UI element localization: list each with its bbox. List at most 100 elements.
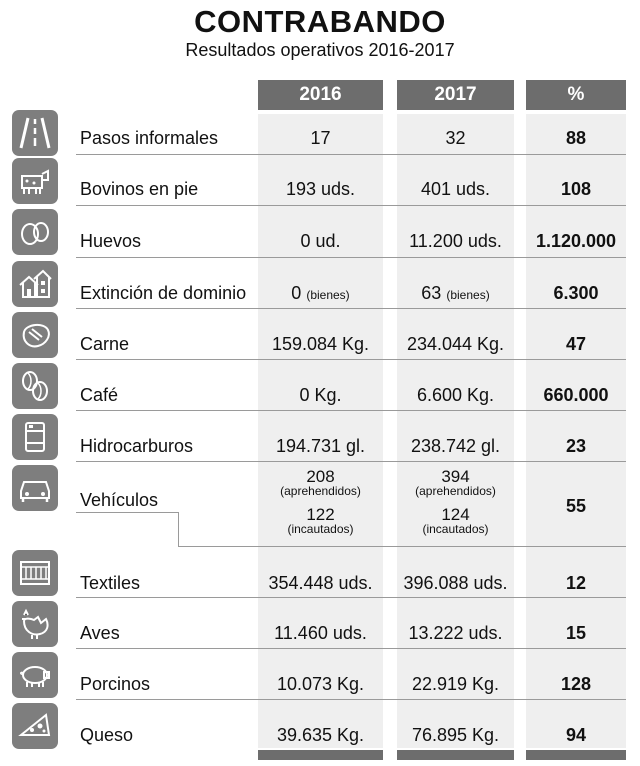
row-divider: [76, 699, 626, 700]
value-2017-seized: 124 (incautados): [397, 505, 514, 536]
row-divider: [76, 205, 626, 206]
value-2016: 159.084 Kg.: [271, 334, 370, 354]
table-row: Textiles 354.448 uds. 396.088 uds. 12: [0, 547, 640, 597]
row-label: Café: [80, 385, 119, 405]
column-footer-bar: [258, 750, 383, 760]
row-divider: [76, 308, 626, 309]
road-icon: [12, 110, 58, 156]
coffee-beans-icon: [12, 363, 58, 409]
value-note: (bienes): [306, 288, 350, 302]
header-2016: 2016: [258, 80, 383, 110]
table-row: Aves 11.460 uds. 13.222 uds. 15: [0, 598, 640, 648]
houses-icon: [12, 261, 58, 307]
barrel-icon: [12, 414, 58, 460]
value-percent: 88: [565, 128, 587, 148]
row-label: Vehículos: [80, 490, 159, 510]
page-subtitle: Resultados operativos 2016-2017: [185, 40, 455, 60]
column-footer-bar: [526, 750, 626, 760]
row-divider: [76, 512, 178, 513]
row-divider: [76, 410, 626, 411]
value-percent: 1.120.000: [535, 231, 617, 251]
table-row: Vehículos 208 (aprehendidos) 122 (incaut…: [0, 462, 640, 546]
value-percent: 47: [565, 334, 587, 354]
column-percent-background: [526, 114, 626, 748]
value-2016: 39.635 Kg.: [276, 725, 365, 745]
textile-icon: [12, 550, 58, 596]
value-number: 208: [306, 467, 335, 486]
value-2016: 354.448 uds.: [268, 573, 373, 593]
value-percent: 660.000: [543, 385, 609, 405]
value-number: 394: [441, 467, 470, 486]
row-label: Aves: [80, 623, 120, 643]
table-row: Bovinos en pie 193 uds. 401 uds. 108: [0, 155, 640, 205]
value-percent: 108: [560, 179, 592, 199]
value-2016: 0 Kg.: [299, 385, 342, 405]
value-2016-seized: 122 (incautados): [258, 505, 383, 536]
row-divider: [76, 257, 626, 258]
value-number: 0: [291, 283, 302, 303]
table-row: Café 0 Kg. 6.600 Kg. 660.000: [0, 360, 640, 410]
value-2016: 193 uds.: [285, 179, 356, 199]
value-note: (bienes): [446, 288, 490, 302]
row-divider: [178, 512, 179, 546]
value-2017: 22.919 Kg.: [411, 674, 500, 694]
value-2016: 17: [310, 128, 331, 148]
value-2017: 401 uds.: [420, 179, 491, 199]
value-2017: 11.200 uds.: [409, 231, 502, 251]
header-percent: %: [526, 80, 626, 110]
row-label: Hidrocarburos: [80, 436, 194, 456]
cheese-icon: [12, 703, 58, 749]
pig-icon: [12, 652, 58, 698]
table-row: Hidrocarburos 194.731 gl. 238.742 gl. 23: [0, 411, 640, 461]
row-divider: [76, 154, 626, 155]
eggs-icon: [12, 209, 58, 255]
row-divider: [178, 546, 626, 547]
row-label: Bovinos en pie: [80, 179, 199, 199]
value-percent: 128: [560, 674, 592, 694]
value-2017: 13.222 uds.: [408, 623, 503, 643]
row-divider: [76, 597, 626, 598]
row-divider: [76, 461, 626, 462]
value-number: 63: [421, 283, 442, 303]
row-label: Porcinos: [80, 674, 151, 694]
row-label: Huevos: [80, 231, 142, 251]
row-label: Carne: [80, 334, 130, 354]
value-percent: 94: [565, 725, 587, 745]
value-number: 122: [306, 505, 335, 524]
value-2016: 0 (bienes): [258, 283, 383, 304]
row-label: Extinción de dominio: [80, 283, 247, 303]
car-icon: [12, 465, 58, 511]
value-2017: 6.600 Kg.: [416, 385, 495, 405]
value-percent: 15: [565, 623, 587, 643]
value-2017: 76.895 Kg.: [411, 725, 500, 745]
value-2017: 396.088 uds.: [403, 573, 508, 593]
value-number: 124: [441, 505, 470, 524]
row-divider: [76, 359, 626, 360]
table-row: Carne 159.084 Kg. 234.044 Kg. 47: [0, 309, 640, 359]
value-percent: 6.300: [553, 283, 599, 303]
value-2016: 0 ud.: [300, 231, 341, 251]
page-title: CONTRABANDO: [194, 4, 446, 39]
value-percent: 23: [565, 436, 587, 456]
value-2016: 11.460 uds.: [274, 623, 367, 643]
table-row: Queso 39.635 Kg. 76.895 Kg. 94: [0, 700, 640, 750]
value-2017: 32: [445, 128, 466, 148]
column-2017-background: [397, 114, 514, 748]
row-label: Pasos informales: [80, 128, 219, 148]
value-2016: 194.731 gl.: [275, 436, 366, 456]
row-label: Queso: [80, 725, 134, 745]
steak-icon: [12, 312, 58, 358]
value-2016: 10.073 Kg.: [276, 674, 365, 694]
value-2016-apprehended: 208 (aprehendidos): [258, 467, 383, 498]
header-2017: 2017: [397, 80, 514, 110]
value-percent: 12: [565, 573, 587, 593]
table-row: Pasos informales 17 32 88: [0, 108, 640, 156]
value-note: (aprehendidos): [415, 484, 496, 498]
column-footer-bar: [397, 750, 514, 760]
value-2017: 238.742 gl.: [410, 436, 501, 456]
value-note: (incautados): [422, 522, 489, 536]
hen-icon: [12, 601, 58, 647]
column-2016-background: [258, 114, 383, 748]
value-2017: 63 (bienes): [397, 283, 514, 304]
value-note: (incautados): [287, 522, 354, 536]
